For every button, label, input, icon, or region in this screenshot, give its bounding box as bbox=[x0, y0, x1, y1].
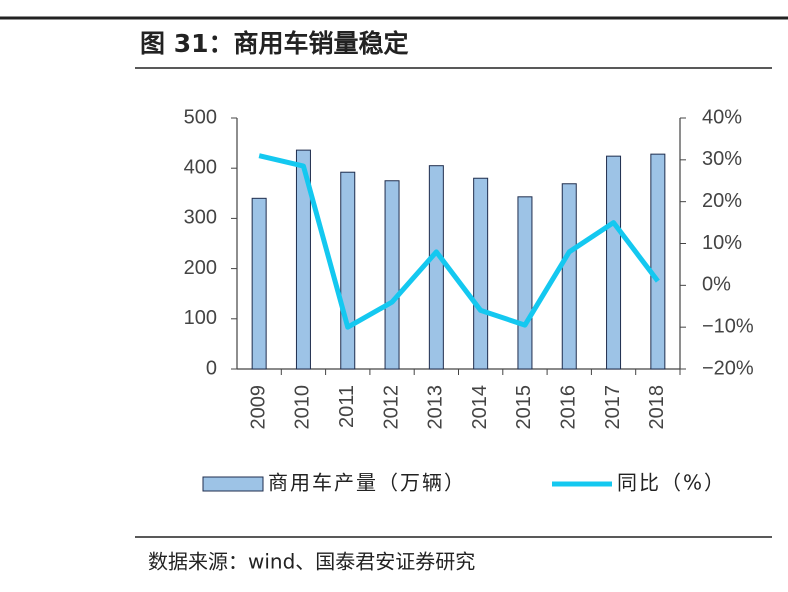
bar bbox=[251, 197, 267, 370]
y2-tick-label: 30% bbox=[702, 148, 742, 170]
y-tick-label: 100 bbox=[184, 307, 217, 329]
bar bbox=[428, 165, 444, 370]
legend-swatch bbox=[202, 476, 264, 492]
chart-title: 图 31：商用车销量稳定 bbox=[140, 29, 409, 58]
y2-tick-label: 0% bbox=[702, 274, 731, 296]
y-tick-label: 0 bbox=[206, 357, 217, 379]
x-tick-label: 2010 bbox=[292, 385, 314, 430]
y2-tick-label: 10% bbox=[702, 232, 742, 254]
y2-tick-label: −10% bbox=[702, 315, 754, 337]
bar bbox=[473, 177, 489, 370]
bar bbox=[384, 180, 400, 370]
bar bbox=[561, 183, 577, 370]
y2-tick-label: 40% bbox=[702, 106, 742, 128]
y-tick-label: 400 bbox=[184, 156, 217, 178]
bar bbox=[606, 155, 622, 370]
y-tick-label: 300 bbox=[184, 207, 217, 229]
y2-tick-label: −20% bbox=[702, 357, 754, 379]
legend-label: 同比（%） bbox=[617, 471, 726, 495]
bar bbox=[340, 171, 356, 370]
x-tick-label: 2009 bbox=[247, 385, 269, 430]
x-tick-label: 2011 bbox=[336, 385, 358, 428]
y-tick-label: 500 bbox=[184, 106, 217, 128]
legend-label: 商用车产量（万辆） bbox=[268, 471, 466, 495]
bar bbox=[650, 153, 666, 370]
x-tick-label: 2014 bbox=[469, 385, 491, 430]
y-tick-label: 200 bbox=[184, 257, 217, 279]
x-tick-label: 2012 bbox=[380, 385, 402, 430]
line bbox=[258, 153, 660, 330]
x-tick-label: 2018 bbox=[646, 385, 668, 430]
source: 数据来源：wind、国泰君安证券研究 bbox=[148, 550, 475, 574]
x-tick-label: 2013 bbox=[425, 385, 447, 430]
x-tick-label: 2017 bbox=[602, 385, 624, 430]
x-tick-label: 2016 bbox=[558, 385, 580, 430]
x-tick-label: 2015 bbox=[513, 385, 535, 430]
bar bbox=[517, 196, 533, 370]
y2-tick-label: 20% bbox=[702, 190, 742, 212]
bar bbox=[295, 149, 311, 370]
